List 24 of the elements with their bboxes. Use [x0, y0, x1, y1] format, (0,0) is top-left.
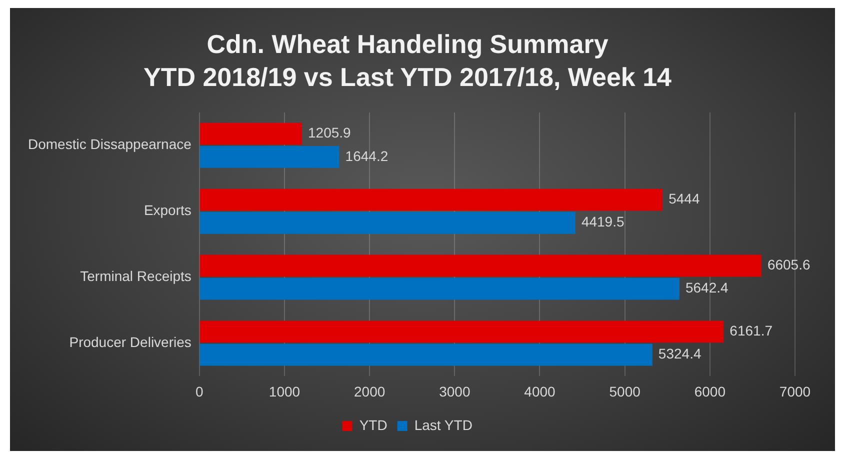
y-tick-label: Domestic Dissappearnace — [28, 136, 192, 152]
x-tick-label: 0 — [196, 383, 204, 400]
x-tick-label: 2000 — [354, 383, 386, 400]
x-tick-label: 7000 — [779, 383, 811, 400]
x-tick-label: 4000 — [524, 383, 556, 400]
chart-subtitle: YTD 2018/19 vs Last YTD 2017/18, Week 14 — [143, 62, 672, 92]
data-label: 5444 — [668, 190, 700, 207]
x-tick-label: 3000 — [439, 383, 470, 400]
data-label: 5642.4 — [685, 280, 729, 296]
data-label: 6161.7 — [730, 322, 773, 339]
y-tick-label: Producer Deliveries — [69, 334, 192, 350]
y-tick-label: Terminal Receipts — [80, 268, 192, 284]
data-label: 6605.6 — [767, 256, 810, 273]
chart-title: Cdn. Wheat Handeling Summary — [206, 28, 609, 59]
x-tick-label: 5000 — [609, 383, 641, 400]
x-tick-label: 6000 — [694, 383, 726, 400]
y-tick-label: Exports — [144, 202, 192, 218]
data-label: 4419.5 — [581, 214, 624, 230]
legend-label: Last YTD — [414, 416, 472, 433]
data-label: 1644.2 — [345, 148, 388, 164]
data-label: 5324.4 — [658, 346, 702, 362]
data-label: 1205.9 — [308, 124, 352, 141]
legend-label: YTD — [359, 416, 388, 433]
x-tick-label: 1000 — [268, 383, 300, 400]
